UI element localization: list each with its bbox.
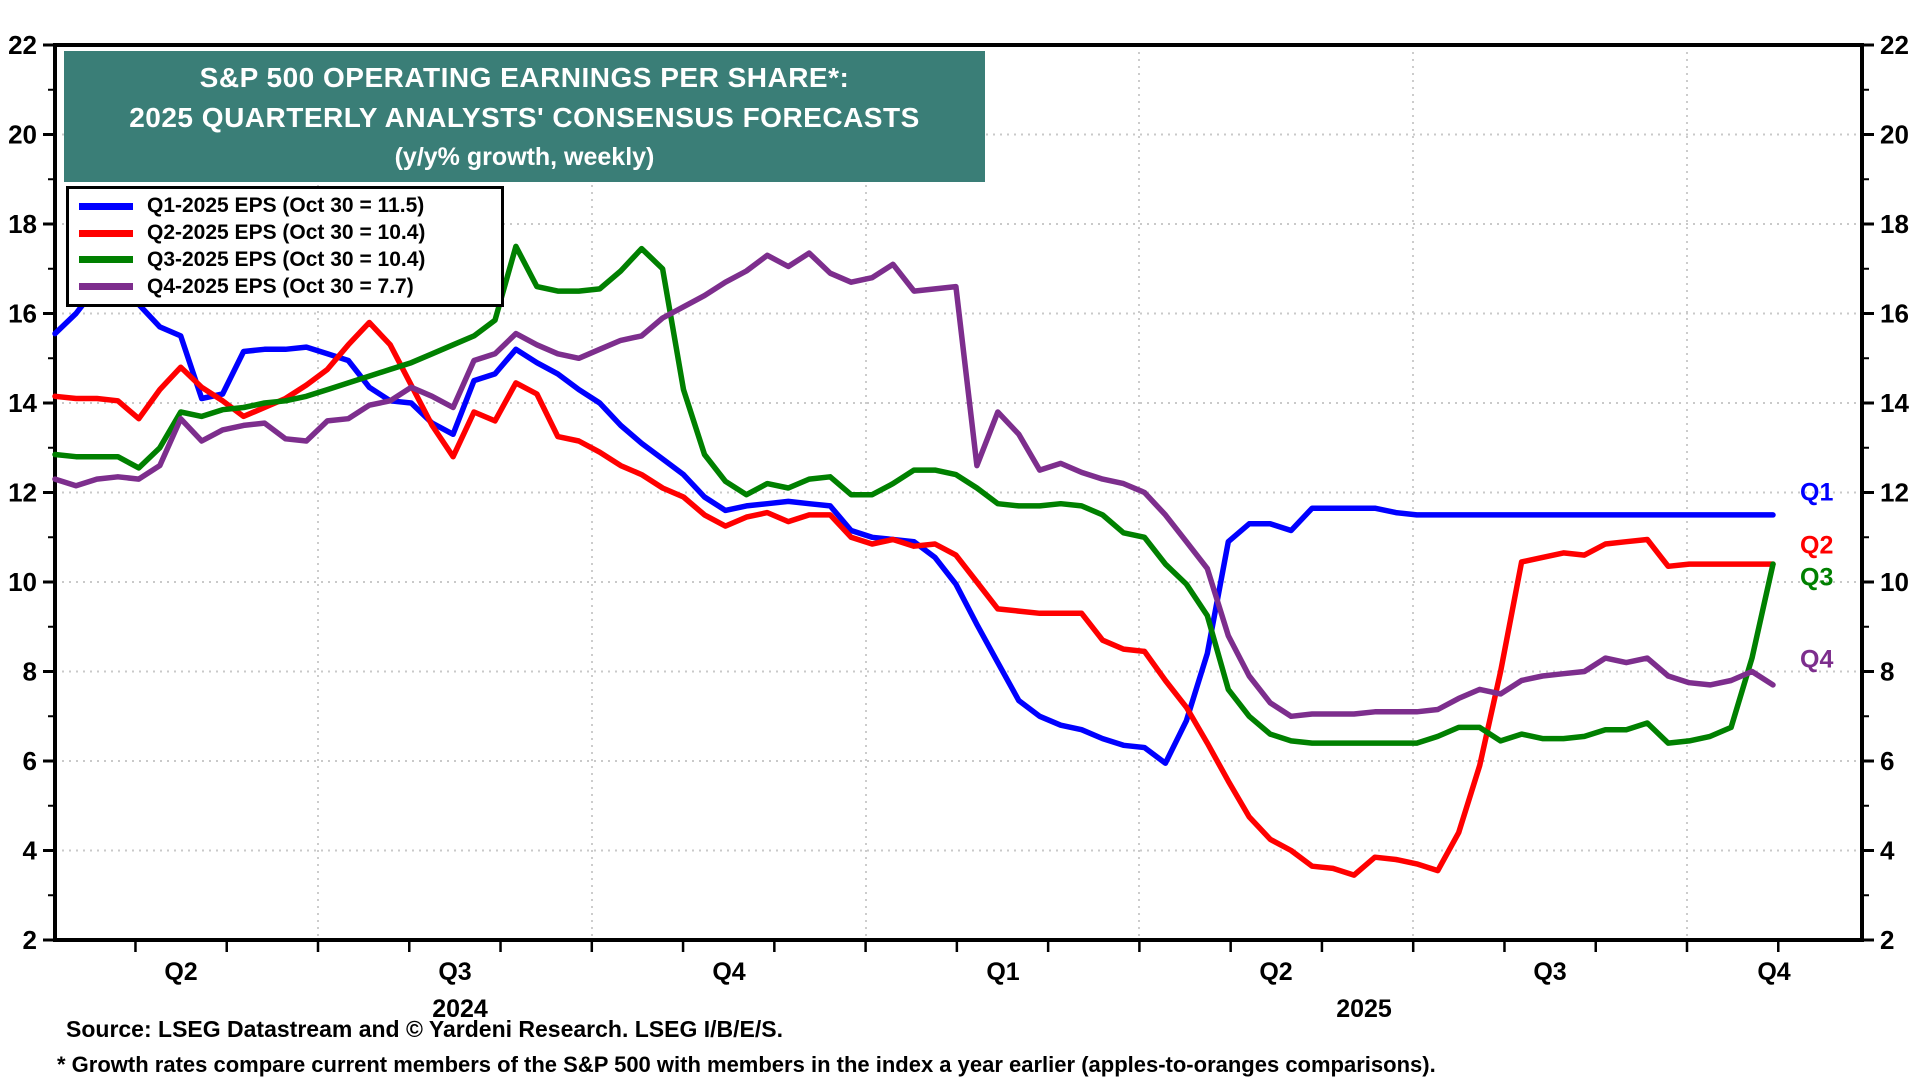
y-tick-label-right: 18	[1880, 209, 1909, 239]
chart-title-line2: 2025 QUARTERLY ANALYSTS' CONSENSUS FOREC…	[129, 102, 920, 134]
series-tag-q2: Q2	[1800, 531, 1834, 560]
y-tick-label-left: 14	[8, 388, 37, 418]
y-tick-label-left: 20	[8, 120, 37, 150]
y-tick-label-right: 16	[1880, 299, 1909, 329]
x-year-label: 2024	[432, 995, 488, 1023]
y-tick-label-right: 20	[1880, 120, 1909, 150]
legend-item-label: Q3-2025 EPS (Oct 30 = 10.4)	[147, 247, 426, 271]
legend-item-2: Q2-2025 EPS (Oct 30 = 10.4)	[69, 221, 501, 246]
plot-frame	[53, 43, 1864, 942]
y-tick-label-left: 8	[23, 657, 37, 687]
y-tick-label-left: 4	[23, 836, 38, 866]
chart-subtitle: (y/y% growth, weekly)	[394, 142, 655, 171]
legend-item-label: Q2-2025 EPS (Oct 30 = 10.4)	[147, 221, 426, 245]
y-tick-label-left: 12	[8, 478, 37, 508]
y-tick-label-right: 14	[1880, 388, 1909, 418]
y-tick-label-left: 18	[8, 209, 37, 239]
y-tick-label-left: 2	[23, 925, 37, 955]
y-tick-label-left: 22	[8, 30, 37, 60]
x-quarter-label: Q4	[1757, 958, 1791, 986]
legend-item-label: Q1-2025 EPS (Oct 30 = 11.5)	[147, 194, 425, 218]
series-tag-q3: Q3	[1800, 563, 1834, 592]
legend-swatch-icon	[79, 283, 133, 291]
chart-title-line1: S&P 500 OPERATING EARNINGS PER SHARE*:	[199, 61, 850, 93]
y-tick-label-right: 22	[1880, 30, 1909, 60]
chart-title-box: S&P 500 OPERATING EARNINGS PER SHARE*: 2…	[64, 51, 985, 182]
y-tick-label-left: 16	[8, 299, 37, 329]
y-tick-label-right: 12	[1880, 478, 1909, 508]
legend: Q1-2025 EPS (Oct 30 = 11.5) Q2-2025 EPS (…	[66, 186, 504, 307]
legend-item-1: Q1-2025 EPS (Oct 30 = 11.5)	[69, 194, 501, 219]
x-quarter-label: Q2	[164, 958, 198, 986]
x-year-label: 2025	[1336, 995, 1392, 1023]
legend-item-label: Q4-2025 EPS (Oct 30 = 7.7)	[147, 274, 414, 298]
series-line-3	[52, 243, 1776, 746]
y-tick-label-right: 8	[1880, 657, 1894, 687]
x-quarter-label: Q3	[438, 958, 472, 986]
legend-swatch-icon	[79, 229, 133, 237]
y-tick-label-right: 10	[1880, 567, 1909, 597]
y-tick-label-right: 2	[1880, 925, 1894, 955]
y-tick-label-left: 6	[23, 746, 37, 776]
x-quarter-label: Q1	[986, 958, 1020, 986]
source-text: Source: LSEG Datastream and © Yardeni Re…	[66, 1016, 783, 1042]
legend-swatch-icon	[79, 202, 133, 210]
series-tag-q4: Q4	[1800, 645, 1834, 674]
y-tick-label-right: 6	[1880, 746, 1894, 776]
x-quarter-label: Q4	[712, 958, 746, 986]
series-line-1	[52, 270, 1776, 766]
series-line-4	[52, 250, 1776, 720]
legend-item-3: Q3-2025 EPS (Oct 30 = 10.4)	[69, 247, 501, 272]
y-tick-label-right: 4	[1880, 836, 1895, 866]
x-quarter-label: Q3	[1533, 958, 1567, 986]
legend-swatch-icon	[79, 256, 133, 264]
footnote-text: * Growth rates compare current members o…	[57, 1052, 1436, 1077]
y-tick-label-left: 10	[8, 567, 37, 597]
series-line-2	[52, 319, 1776, 878]
legend-item-4: Q4-2025 EPS (Oct 30 = 7.7)	[69, 274, 501, 299]
series-tag-q1: Q1	[1800, 478, 1834, 506]
x-quarter-label: Q2	[1259, 958, 1293, 986]
